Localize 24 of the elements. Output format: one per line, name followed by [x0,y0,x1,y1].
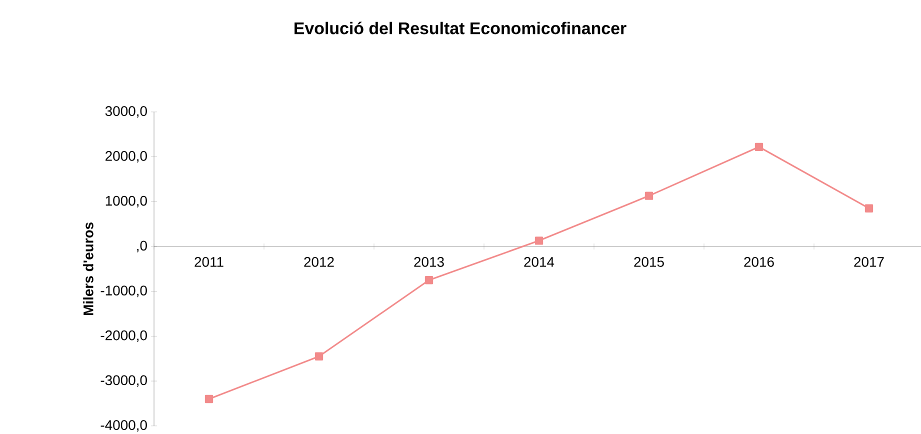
point [534,236,544,245]
x-tick-label: 2017 [854,256,884,267]
y-tick-label: -3000,0 [100,375,147,387]
point [424,276,434,284]
x-tick-label: 2012 [304,256,334,267]
x-tick-label: 2013 [414,256,444,267]
chart-title: Evolució del Resultat Economicofinancer [294,22,626,34]
x-tick-label: 2015 [634,256,664,267]
y-tick-label: 3000,0 [105,106,147,118]
y-tick-label: ,0 [137,240,147,252]
x-tick-label: 2016 [744,256,774,267]
x-tick-label: 2011 [194,256,224,267]
point [864,204,874,212]
y-tick-label: 2000,0 [106,151,147,163]
point [314,352,324,360]
point [754,142,764,151]
y-tick-label: 1000,0 [106,196,147,208]
y-tick-label: -2000,0 [100,330,147,342]
point [644,192,654,200]
y-tick-label: -4000,0 [100,420,147,432]
y-axis-title: Milers d'euros [83,222,94,315]
point [204,394,214,404]
y-tick-label: -1000,0 [100,286,147,298]
x-tick-label: 2014 [524,256,554,267]
